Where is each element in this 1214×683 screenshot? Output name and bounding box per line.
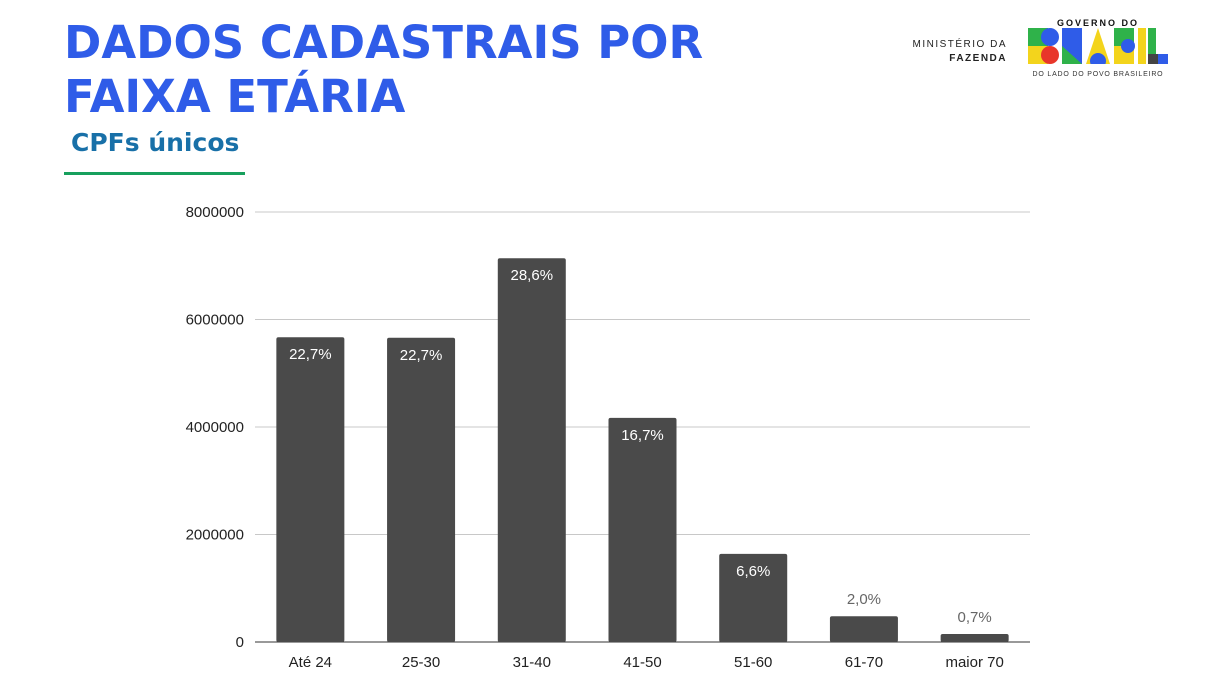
x-tick-label: Até 24 bbox=[289, 654, 332, 671]
x-tick-label: 25-30 bbox=[402, 654, 440, 671]
ministry-logo: MINISTÉRIO DA FAZENDA bbox=[905, 38, 1007, 66]
y-tick-label: 8000000 bbox=[186, 204, 244, 221]
data-label: 0,7% bbox=[958, 609, 992, 626]
gov-top-text: GOVERNO DO bbox=[1056, 18, 1139, 28]
data-label: 2,0% bbox=[847, 591, 881, 608]
title-line-2: FAIXA ETÁRIA bbox=[64, 70, 406, 123]
bar bbox=[940, 633, 1009, 642]
y-tick-label: 2000000 bbox=[186, 527, 244, 544]
bar bbox=[829, 616, 898, 642]
data-label: 22,7% bbox=[400, 347, 443, 364]
data-label: 16,7% bbox=[621, 427, 664, 444]
y-tick-label: 6000000 bbox=[186, 312, 244, 329]
bar bbox=[719, 553, 788, 642]
x-tick-label: 31-40 bbox=[513, 654, 551, 671]
subtitle: CPFs únicos bbox=[71, 128, 240, 157]
bar bbox=[276, 337, 345, 642]
brasil-logo-icon bbox=[1028, 28, 1168, 69]
data-label: 6,6% bbox=[736, 563, 770, 580]
gov-tagline: DO LADO DO POVO BRASILEIRO bbox=[1032, 71, 1164, 78]
page-title: DADOS CADASTRAIS POR FAIXA ETÁRIA bbox=[64, 16, 703, 124]
title-line-1: DADOS CADASTRAIS POR bbox=[64, 16, 704, 69]
ministry-line-2: FAZENDA bbox=[949, 53, 1007, 64]
data-label: 22,7% bbox=[289, 346, 332, 363]
gov-brasil-logo: GOVERNO DO DO LADO DO POVO BRASILEIRO bbox=[1028, 18, 1168, 78]
bar bbox=[497, 258, 566, 642]
x-tick-label: maior 70 bbox=[945, 654, 1003, 671]
bar bbox=[387, 337, 456, 642]
x-tick-label: 41-50 bbox=[623, 654, 661, 671]
y-tick-label: 0 bbox=[236, 634, 244, 651]
ministry-line-1: MINISTÉRIO DA bbox=[912, 39, 1007, 50]
accent-divider bbox=[64, 172, 245, 175]
x-tick-label: 61-70 bbox=[845, 654, 883, 671]
data-label: 28,6% bbox=[511, 267, 554, 284]
y-tick-label: 4000000 bbox=[186, 419, 244, 436]
bar bbox=[608, 417, 677, 642]
x-tick-label: 51-60 bbox=[734, 654, 772, 671]
